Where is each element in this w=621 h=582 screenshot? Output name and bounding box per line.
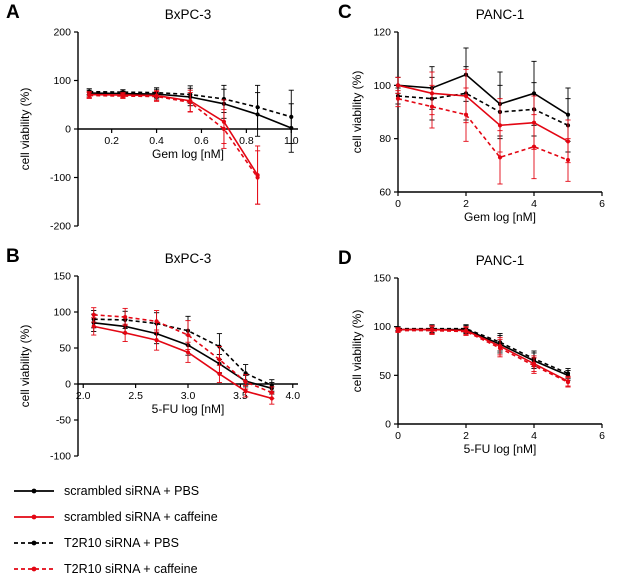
- svg-text:6: 6: [599, 430, 605, 442]
- svg-text:3.0: 3.0: [181, 390, 196, 402]
- svg-text:100: 100: [53, 75, 71, 87]
- svg-text:0.4: 0.4: [149, 135, 164, 147]
- svg-text:100: 100: [373, 80, 391, 92]
- svg-text:Gem log [nM]: Gem log [nM]: [152, 147, 224, 161]
- svg-text:80: 80: [379, 133, 391, 145]
- panel-label-a: A: [6, 2, 20, 23]
- svg-text:cell viability (%): cell viability (%): [18, 325, 32, 408]
- svg-text:2: 2: [463, 198, 469, 210]
- legend-row: scrambled siRNA + PBS: [12, 478, 218, 504]
- legend-swatch-dashed-red: [14, 566, 54, 572]
- svg-text:50: 50: [379, 370, 391, 382]
- svg-text:4: 4: [531, 430, 537, 442]
- svg-text:cell viability (%): cell viability (%): [18, 88, 32, 171]
- svg-text:PANC-1: PANC-1: [476, 253, 525, 268]
- svg-text:6: 6: [599, 198, 605, 210]
- panel-a: A BxPC-3 -200 -100 0 100 200 cell viability (%…: [6, 2, 318, 238]
- svg-text:4.0: 4.0: [285, 390, 300, 402]
- svg-text:120: 120: [373, 27, 391, 39]
- legend-swatch-solid-black: [14, 488, 54, 494]
- svg-text:5-FU log [nM]: 5-FU log [nM]: [152, 402, 225, 416]
- legend-label: scrambled siRNA + PBS: [64, 484, 200, 498]
- svg-text:100: 100: [53, 307, 71, 319]
- svg-text:0.6: 0.6: [194, 135, 209, 147]
- panel-d: D PANC-1 0 50 100 150 cell viability (%) 0 2 4 6 5…: [338, 248, 618, 476]
- svg-text:0: 0: [65, 124, 71, 136]
- legend-swatch-solid-red: [14, 514, 54, 520]
- svg-text:100: 100: [373, 321, 391, 333]
- svg-text:4: 4: [531, 198, 537, 210]
- svg-text:60: 60: [379, 187, 391, 199]
- chart-a-bxpc3-gem: BxPC-3 -200 -100 0 100 200 cell viability (%) 0…: [18, 7, 299, 233]
- svg-text:200: 200: [53, 27, 71, 39]
- legend-label: T2R10 siRNA + caffeine: [64, 562, 198, 576]
- legend-swatch-dashed-black: [14, 540, 54, 546]
- svg-text:0.8: 0.8: [239, 135, 254, 147]
- legend: scrambled siRNA + PBS scrambled siRNA + …: [12, 478, 218, 582]
- chart-b-bxpc3-5fu: BxPC-3 -100 -50 0 50 100 150 cell viability (%)…: [18, 251, 300, 463]
- svg-text:cell viability (%): cell viability (%): [350, 71, 364, 154]
- svg-text:5-FU log [nM]: 5-FU log [nM]: [464, 442, 537, 456]
- chart-c-panc1-gem: PANC-1 60 80 100 120 cell viability (%) 0 2 4 6 Ge…: [350, 7, 605, 224]
- svg-text:50: 50: [59, 343, 71, 355]
- svg-text:0.2: 0.2: [104, 135, 119, 147]
- svg-text:-50: -50: [56, 415, 71, 427]
- svg-text:-200: -200: [50, 221, 71, 233]
- legend-row: scrambled siRNA + caffeine: [12, 504, 218, 530]
- panel-c: C PANC-1 60 80 100 120 cell viability (%) 0 2 4 6…: [338, 2, 618, 246]
- panel-label-c: C: [338, 2, 352, 23]
- legend-row: T2R10 siRNA + PBS: [12, 530, 218, 556]
- svg-text:2.5: 2.5: [128, 390, 143, 402]
- legend-row: T2R10 siRNA + caffeine: [12, 556, 218, 582]
- svg-text:2.0: 2.0: [76, 390, 91, 402]
- svg-text:2: 2: [463, 430, 469, 442]
- svg-text:0: 0: [395, 198, 401, 210]
- svg-text:PANC-1: PANC-1: [476, 7, 525, 22]
- svg-text:0: 0: [65, 379, 71, 391]
- svg-text:Gem log [nM]: Gem log [nM]: [464, 210, 536, 224]
- svg-text:cell viability (%): cell viability (%): [350, 310, 364, 393]
- panel-label-d: D: [338, 248, 352, 269]
- svg-text:150: 150: [53, 271, 71, 283]
- svg-text:3.5: 3.5: [233, 390, 248, 402]
- svg-text:150: 150: [373, 273, 391, 285]
- svg-text:BxPC-3: BxPC-3: [165, 7, 212, 22]
- panel-label-b: B: [6, 246, 20, 267]
- svg-text:BxPC-3: BxPC-3: [165, 251, 212, 266]
- legend-label: T2R10 siRNA + PBS: [64, 536, 179, 550]
- svg-text:0: 0: [395, 430, 401, 442]
- svg-text:-100: -100: [50, 451, 71, 463]
- legend-label: scrambled siRNA + caffeine: [64, 510, 218, 524]
- svg-text:-100: -100: [50, 172, 71, 184]
- panel-b: B BxPC-3 -100 -50 0 50 100 150 cell viability (…: [6, 246, 318, 468]
- svg-text:0: 0: [385, 419, 391, 431]
- chart-d-panc1-5fu: PANC-1 0 50 100 150 cell viability (%) 0 2 4 6 5-F…: [350, 253, 605, 456]
